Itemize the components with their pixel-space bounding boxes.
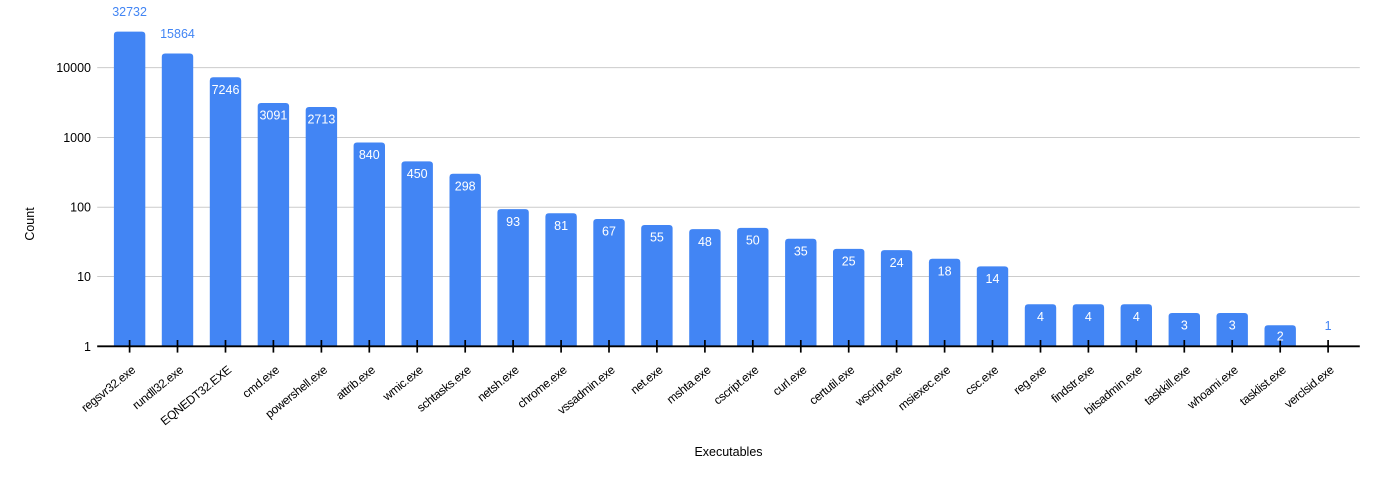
svg-text:67: 67 xyxy=(602,225,616,239)
svg-text:1: 1 xyxy=(1325,319,1332,333)
svg-text:93: 93 xyxy=(506,215,520,229)
svg-text:15864: 15864 xyxy=(160,27,195,41)
svg-text:Executables: Executables xyxy=(694,445,762,459)
svg-text:10000: 10000 xyxy=(56,61,91,75)
svg-text:10: 10 xyxy=(77,270,91,284)
svg-text:4: 4 xyxy=(1085,310,1092,324)
svg-text:2713: 2713 xyxy=(307,113,335,127)
svg-text:Count: Count xyxy=(23,207,37,241)
svg-text:7246: 7246 xyxy=(212,83,240,97)
svg-text:14: 14 xyxy=(986,272,1000,286)
svg-text:1000: 1000 xyxy=(63,131,91,145)
svg-text:24: 24 xyxy=(890,256,904,270)
svg-text:81: 81 xyxy=(554,219,568,233)
svg-text:25: 25 xyxy=(842,255,856,269)
svg-text:3: 3 xyxy=(1229,319,1236,333)
svg-text:1: 1 xyxy=(84,340,91,354)
svg-text:840: 840 xyxy=(359,148,380,162)
svg-text:35: 35 xyxy=(794,244,808,258)
svg-text:50: 50 xyxy=(746,234,760,248)
svg-text:48: 48 xyxy=(698,235,712,249)
svg-text:4: 4 xyxy=(1037,310,1044,324)
svg-text:55: 55 xyxy=(650,231,664,245)
svg-text:100: 100 xyxy=(70,200,91,214)
svg-text:4: 4 xyxy=(1133,310,1140,324)
svg-text:298: 298 xyxy=(455,180,476,194)
svg-text:3: 3 xyxy=(1181,319,1188,333)
svg-text:18: 18 xyxy=(938,265,952,279)
svg-text:2: 2 xyxy=(1277,329,1284,343)
svg-text:450: 450 xyxy=(407,167,428,181)
svg-text:3091: 3091 xyxy=(259,109,287,123)
svg-text:32732: 32732 xyxy=(112,5,147,19)
